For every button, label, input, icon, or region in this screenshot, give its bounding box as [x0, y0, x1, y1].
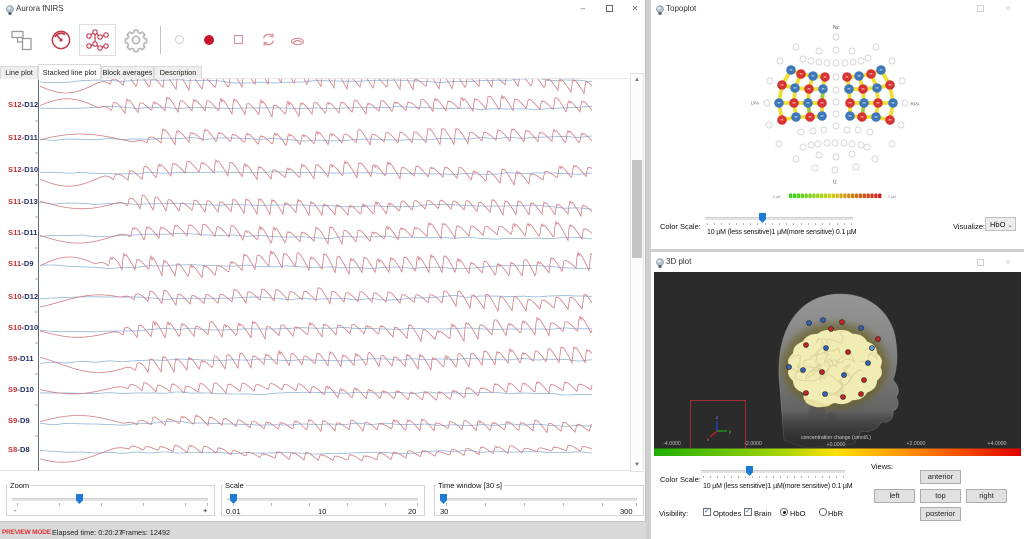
svg-text:+0.0000: +0.0000	[827, 442, 846, 448]
svg-text:-2.0000: -2.0000	[744, 441, 762, 447]
svg-text:concentration change (umol/L): concentration change (umol/L)	[801, 435, 871, 441]
svg-text:Nz: Nz	[833, 25, 840, 31]
svg-text:x: x	[707, 437, 710, 442]
svg-text:Iz: Iz	[833, 180, 837, 186]
svg-text:-4.0000: -4.0000	[663, 441, 681, 447]
svg-text:y: y	[729, 429, 732, 434]
svg-text:+4.0000: +4.0000	[988, 441, 1007, 447]
svg-text:LPA: LPA	[751, 101, 759, 106]
svg-text:RPA: RPA	[911, 102, 920, 107]
svg-text:-2 µM: -2 µM	[771, 195, 780, 199]
svg-text:z: z	[716, 415, 719, 420]
svg-text:2 µM: 2 µM	[888, 195, 896, 199]
svg-text:+2.0000: +2.0000	[907, 441, 926, 447]
